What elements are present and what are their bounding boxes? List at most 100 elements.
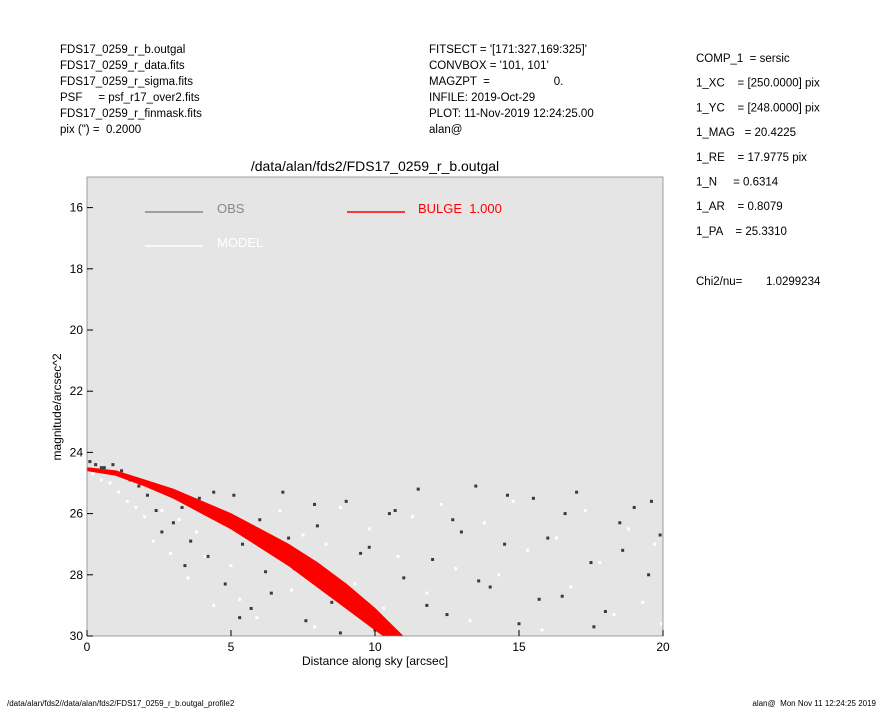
data-point — [330, 600, 334, 604]
data-point — [537, 597, 541, 601]
data-point — [359, 551, 363, 555]
data-point — [540, 628, 544, 632]
data-point — [111, 463, 115, 467]
data-point — [344, 499, 348, 503]
header-left-line: PSF = psf_r17_over2.fits — [60, 92, 200, 104]
data-point — [626, 527, 630, 531]
legend-label: OBS — [217, 201, 245, 216]
data-point — [503, 542, 507, 546]
data-point — [658, 533, 662, 537]
y-tick-label: 26 — [70, 507, 84, 521]
data-point — [393, 509, 397, 513]
data-point — [229, 564, 233, 568]
bulge-band — [87, 467, 404, 636]
data-point — [554, 536, 558, 540]
component-param: 1_N = 0.6314 — [696, 177, 779, 189]
data-point — [592, 625, 596, 629]
data-point — [137, 484, 141, 488]
y-tick-label: 18 — [70, 262, 84, 276]
data-point — [143, 515, 147, 519]
component-param: 1_MAG = 20.4225 — [696, 127, 796, 139]
y-tick-label: 30 — [70, 629, 84, 643]
data-point — [160, 509, 164, 513]
data-point — [660, 622, 663, 626]
data-point — [197, 496, 201, 500]
data-point — [546, 536, 550, 540]
header-middle-line: MAGZPT = 0. — [429, 76, 563, 88]
data-point — [264, 570, 268, 574]
data-point — [108, 481, 112, 485]
y-tick-label: 22 — [70, 384, 84, 398]
data-point — [171, 521, 175, 525]
data-point — [598, 561, 602, 565]
data-point — [117, 490, 121, 494]
header-middle-line: PLOT: 11-Nov-2019 12:24:25.00 — [429, 108, 594, 120]
plot-content — [87, 460, 663, 636]
data-point — [194, 530, 198, 534]
data-point — [315, 524, 319, 528]
component-param: 1_RE = 17.9775 pix — [696, 152, 807, 164]
data-point — [652, 542, 656, 546]
data-point — [511, 499, 515, 503]
data-point — [281, 490, 285, 494]
data-point — [120, 469, 124, 473]
component-param: COMP_1 = sersic — [696, 53, 790, 65]
data-point — [618, 521, 622, 525]
data-point — [169, 551, 173, 555]
data-point — [425, 603, 429, 607]
data-point — [287, 536, 291, 540]
data-point — [459, 530, 463, 534]
y-tick-label: 24 — [70, 445, 84, 459]
data-point — [313, 625, 317, 629]
data-point — [612, 613, 616, 617]
data-point — [255, 616, 259, 620]
chi2-label: Chi2/nu= — [696, 276, 743, 288]
data-point — [88, 460, 92, 464]
data-point — [278, 509, 282, 513]
data-point — [531, 496, 535, 500]
data-point — [203, 554, 207, 558]
footer-stamp: alan@ Mon Nov 11 12:24:25 2019 — [752, 699, 876, 708]
header-middle-line: INFILE: 2019-Oct-29 — [429, 92, 535, 104]
data-point — [212, 490, 216, 494]
data-point — [560, 594, 564, 598]
data-point — [439, 502, 443, 506]
header-left-line: pix (") = 0.2000 — [60, 124, 141, 136]
data-point — [238, 616, 242, 620]
data-point — [212, 603, 216, 607]
header-left-line: FDS17_0259_r_data.fits — [60, 60, 185, 72]
data-point — [468, 619, 472, 623]
data-point — [647, 573, 651, 577]
data-point — [589, 561, 593, 565]
data-point — [232, 493, 236, 497]
footer-path: /data/alan/fds2//data/alan/fds2/FDS17_02… — [7, 699, 235, 708]
data-point — [474, 484, 478, 488]
data-point — [258, 518, 262, 522]
component-param: 1_AR = 0.8079 — [696, 201, 783, 213]
y-tick-label: 16 — [70, 201, 84, 215]
data-point — [575, 490, 579, 494]
data-point — [497, 573, 501, 577]
data-point — [477, 579, 481, 583]
header-left-line: FDS17_0259_r_b.outgal — [60, 44, 185, 56]
data-point — [632, 505, 636, 509]
data-point — [410, 515, 414, 519]
header-middle-line: alan@ — [429, 124, 462, 136]
header-left-line: FDS17_0259_r_finmask.fits — [60, 108, 202, 120]
data-point — [269, 591, 273, 595]
data-point — [396, 554, 400, 558]
x-tick-label: 20 — [656, 640, 670, 654]
data-point — [482, 521, 486, 525]
x-tick-label: 15 — [512, 640, 526, 654]
data-point — [145, 493, 149, 497]
data-point — [324, 542, 328, 546]
data-point — [382, 606, 386, 610]
data-point — [186, 576, 190, 580]
data-point — [223, 582, 227, 586]
data-point — [649, 499, 653, 503]
data-point — [238, 597, 242, 601]
data-point — [151, 539, 155, 543]
data-point — [425, 591, 429, 595]
legend-label: BULGE 1.000 — [418, 201, 502, 216]
